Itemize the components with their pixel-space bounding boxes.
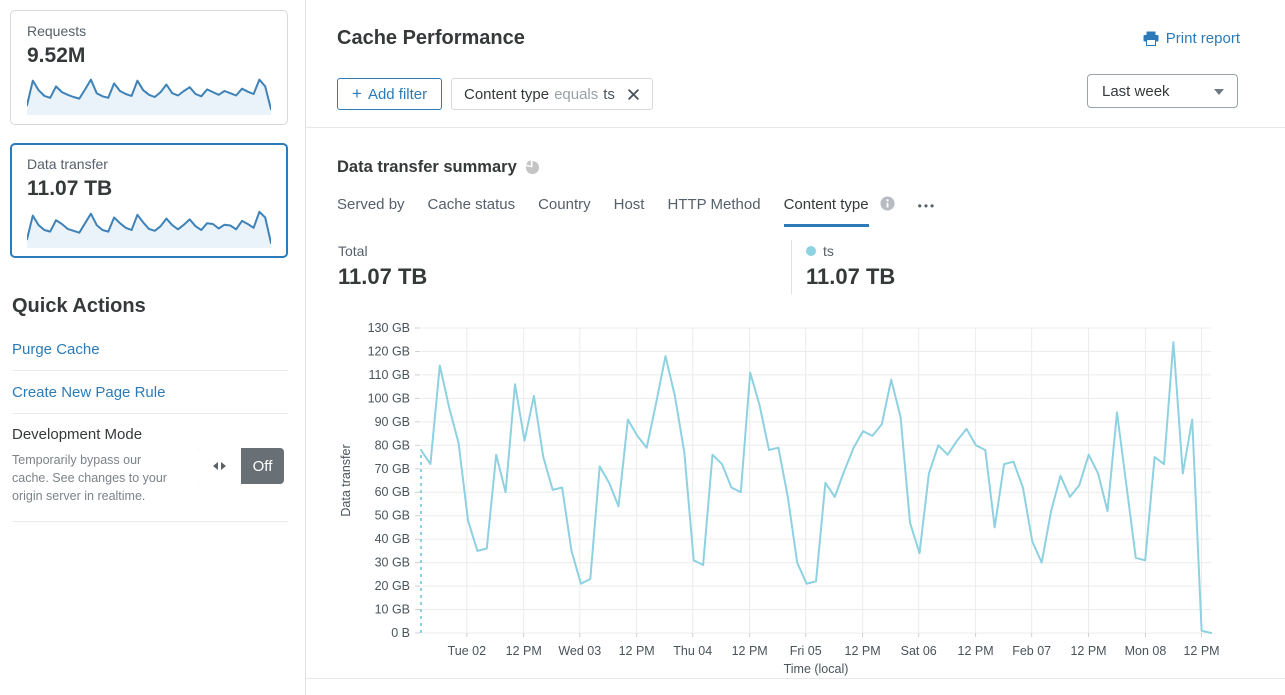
svg-text:12 PM: 12 PM bbox=[1070, 644, 1106, 658]
development-mode-title: Development Mode bbox=[12, 426, 143, 443]
svg-text:Tue 02: Tue 02 bbox=[448, 644, 487, 658]
remove-filter-button[interactable] bbox=[627, 88, 640, 101]
svg-text:30 GB: 30 GB bbox=[375, 556, 410, 570]
requests-metric-card[interactable]: Requests 9.52M bbox=[10, 10, 288, 125]
data-transfer-label: Data transfer bbox=[27, 156, 108, 172]
svg-text:12 PM: 12 PM bbox=[958, 644, 994, 658]
svg-text:Data transfer: Data transfer bbox=[339, 444, 353, 516]
tab-cache-status[interactable]: Cache status bbox=[427, 196, 516, 213]
svg-text:12 PM: 12 PM bbox=[845, 644, 881, 658]
totals-divider bbox=[791, 240, 792, 294]
svg-text:20 GB: 20 GB bbox=[375, 579, 410, 593]
page-title: Cache Performance bbox=[337, 27, 525, 49]
tab-served-by[interactable]: Served by bbox=[337, 196, 405, 213]
svg-text:90 GB: 90 GB bbox=[375, 415, 410, 429]
tab-http-method[interactable]: HTTP Method bbox=[667, 196, 761, 213]
svg-text:80 GB: 80 GB bbox=[375, 438, 410, 452]
total-value: 11.07 TB bbox=[338, 264, 428, 289]
arrow-left-icon bbox=[213, 462, 218, 470]
filter-chip-content-type[interactable]: Content type equals ts bbox=[451, 78, 653, 110]
svg-text:Feb 07: Feb 07 bbox=[1012, 644, 1051, 658]
requests-label: Requests bbox=[27, 23, 87, 39]
requests-sparkline-chart bbox=[27, 78, 271, 115]
filter-operator: equals bbox=[554, 85, 599, 103]
header-divider bbox=[306, 127, 1285, 128]
tab-content-type[interactable]: Content type bbox=[783, 196, 869, 227]
svg-text:12 PM: 12 PM bbox=[506, 644, 542, 658]
tab-host[interactable]: Host bbox=[613, 196, 645, 213]
chevron-down-icon bbox=[1214, 89, 1224, 95]
date-range-selected-value: Last week bbox=[1102, 82, 1170, 100]
legend-name-ts: ts bbox=[823, 243, 834, 259]
svg-text:70 GB: 70 GB bbox=[375, 462, 410, 476]
svg-text:Time (local): Time (local) bbox=[784, 662, 849, 676]
svg-text:12 PM: 12 PM bbox=[619, 644, 655, 658]
pie-chart-icon bbox=[524, 160, 539, 175]
svg-text:Wed 03: Wed 03 bbox=[558, 644, 601, 658]
svg-text:130 GB: 130 GB bbox=[368, 321, 410, 335]
svg-text:50 GB: 50 GB bbox=[375, 509, 410, 523]
data-transfer-metric-card[interactable]: Data transfer 11.07 TB bbox=[10, 143, 288, 258]
development-mode-toggle[interactable]: Off bbox=[198, 448, 284, 484]
date-range-select[interactable]: Last week bbox=[1087, 74, 1238, 108]
purge-cache-link[interactable]: Purge Cache bbox=[12, 328, 288, 371]
data-transfer-chart: 0 B 10 GB 20 GB 30 GB 40 GB 50 GB 60 GB 70 GB 80… bbox=[339, 321, 1220, 676]
summary-section-title: Data transfer summary bbox=[337, 158, 540, 177]
summary-title-text: Data transfer summary bbox=[337, 158, 517, 176]
filter-field: Content type bbox=[464, 85, 550, 103]
quick-actions-panel: Quick Actions Purge Cache Create New Pag… bbox=[12, 295, 288, 523]
data-transfer-chart-area: 0 B 10 GB 20 GB 30 GB 40 GB 50 GB 60 GB 70 GB 80… bbox=[337, 318, 1239, 681]
more-dimensions-button[interactable]: ••• bbox=[917, 199, 937, 213]
svg-text:0 B: 0 B bbox=[391, 626, 410, 640]
svg-text:12 PM: 12 PM bbox=[1183, 644, 1219, 658]
requests-value: 9.52M bbox=[27, 44, 86, 67]
svg-text:110 GB: 110 GB bbox=[369, 368, 410, 382]
svg-text:10 GB: 10 GB bbox=[375, 603, 410, 617]
svg-text:40 GB: 40 GB bbox=[375, 532, 410, 546]
svg-text:100 GB: 100 GB bbox=[368, 391, 410, 405]
close-icon bbox=[628, 88, 639, 100]
data-transfer-sparkline-chart bbox=[27, 210, 271, 248]
svg-text:60 GB: 60 GB bbox=[375, 485, 410, 499]
filter-value: ts bbox=[603, 85, 615, 103]
total-label: Total bbox=[338, 243, 368, 259]
printer-icon bbox=[1143, 31, 1159, 46]
svg-text:12 PM: 12 PM bbox=[732, 644, 768, 658]
info-icon[interactable] bbox=[880, 196, 895, 211]
svg-text:Mon 08: Mon 08 bbox=[1125, 644, 1167, 658]
print-report-button[interactable]: Print report bbox=[1143, 30, 1240, 47]
development-mode-description: Temporarily bypass our cache. See change… bbox=[12, 453, 167, 504]
data-transfer-value: 11.07 TB bbox=[27, 177, 113, 200]
legend-dot-ts bbox=[806, 246, 816, 256]
summary-dimension-tabs: Served by Cache status Country Host HTTP… bbox=[337, 196, 936, 227]
svg-text:120 GB: 120 GB bbox=[368, 344, 410, 358]
analytics-sidebar: Requests 9.52M Data transfer 11.07 TB Qu… bbox=[0, 0, 305, 695]
print-report-label: Print report bbox=[1165, 30, 1240, 47]
quick-actions-title: Quick Actions bbox=[12, 295, 146, 317]
development-mode-row: Development Mode Temporarily bypass our … bbox=[12, 414, 288, 523]
tab-country[interactable]: Country bbox=[538, 196, 591, 213]
add-filter-button[interactable]: + Add filter bbox=[337, 78, 443, 110]
legend-value-ts: 11.07 TB bbox=[806, 264, 896, 289]
svg-text:Thu 04: Thu 04 bbox=[673, 644, 712, 658]
arrow-right-icon bbox=[221, 462, 226, 470]
bottom-divider bbox=[306, 678, 1285, 679]
toggle-state-label: Off bbox=[241, 448, 284, 484]
plus-icon: + bbox=[352, 84, 362, 103]
add-filter-label: Add filter bbox=[367, 85, 428, 103]
legend-item-ts[interactable]: ts bbox=[806, 243, 834, 259]
svg-text:Fri 05: Fri 05 bbox=[790, 644, 822, 658]
create-page-rule-link[interactable]: Create New Page Rule bbox=[12, 371, 288, 414]
svg-text:Sat 06: Sat 06 bbox=[901, 644, 937, 658]
toggle-knob bbox=[198, 448, 241, 484]
cache-performance-main: Cache Performance Print report + Add fil… bbox=[305, 0, 1285, 695]
